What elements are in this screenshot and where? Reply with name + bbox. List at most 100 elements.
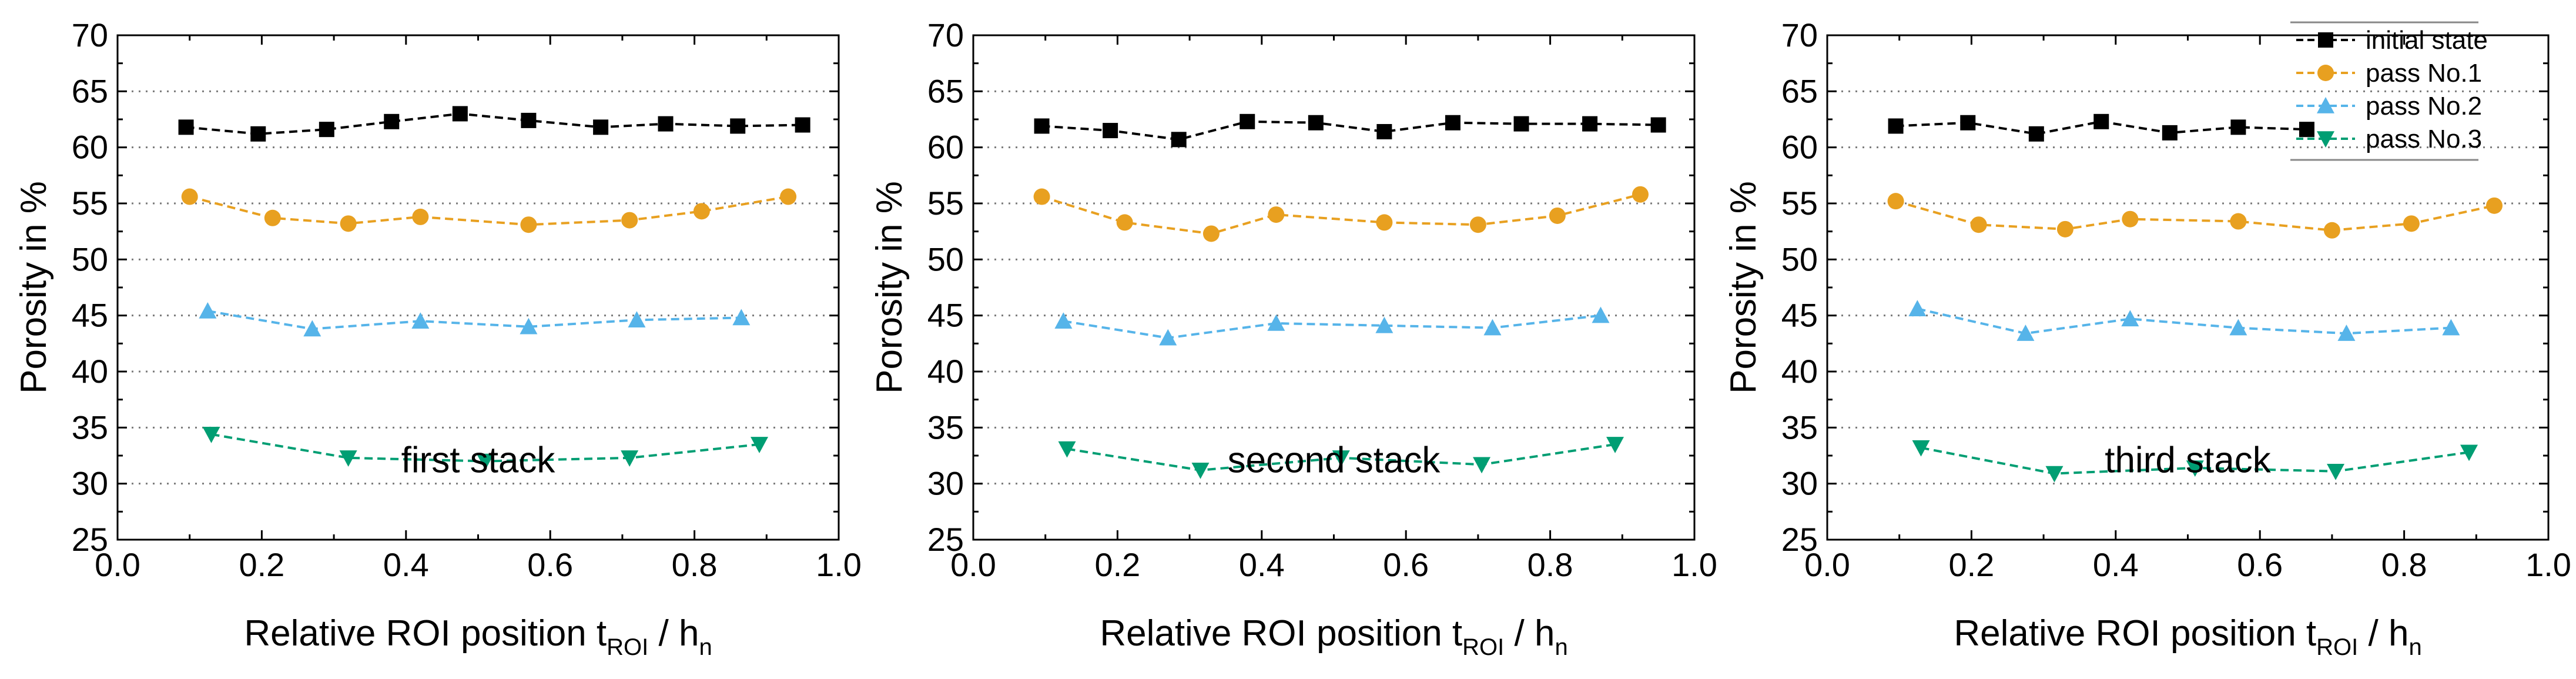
x-tick-label: 0.6 bbox=[1383, 546, 1429, 583]
x-tick-label: 1.0 bbox=[2525, 546, 2571, 583]
series-initial bbox=[178, 106, 810, 142]
data-point-pass1 bbox=[264, 209, 281, 226]
data-point-pass2 bbox=[411, 312, 430, 329]
x-axis-title-subscript: n bbox=[1555, 634, 1567, 660]
data-point-pass3 bbox=[202, 427, 220, 443]
y-tick-label: 45 bbox=[927, 297, 964, 334]
data-point-initial bbox=[2162, 125, 2178, 141]
legend-item-pass3: pass No.3 bbox=[2296, 125, 2482, 153]
y-tick-label: 40 bbox=[72, 353, 108, 390]
y-tick-label: 30 bbox=[72, 465, 108, 502]
data-point-pass3 bbox=[1332, 450, 1350, 467]
series-initial bbox=[1034, 113, 1666, 148]
y-tick-label: 70 bbox=[1781, 16, 1818, 53]
data-point-pass2 bbox=[2121, 310, 2139, 327]
x-axis-title-subscript: ROI bbox=[607, 634, 648, 660]
data-point-initial bbox=[250, 126, 266, 142]
series-line-pass1 bbox=[1895, 200, 2495, 232]
data-point-pass3 bbox=[1191, 463, 1210, 479]
data-point-pass1 bbox=[2485, 197, 2503, 214]
data-point-pass2 bbox=[2229, 319, 2247, 336]
data-point-pass3 bbox=[2327, 463, 2345, 480]
data-point-pass3 bbox=[1473, 457, 1491, 474]
legend-marker bbox=[2318, 32, 2333, 48]
series-pass1 bbox=[181, 188, 797, 233]
data-point-initial bbox=[1650, 117, 1666, 133]
data-point-initial bbox=[319, 122, 334, 138]
legend-marker bbox=[2317, 131, 2334, 148]
y-tick-label: 35 bbox=[1781, 409, 1818, 446]
legend-item-pass2: pass No.2 bbox=[2296, 92, 2482, 121]
x-tick-label: 0.8 bbox=[1527, 546, 1573, 583]
series-pass2 bbox=[1908, 300, 2460, 341]
y-tick-label: 65 bbox=[1781, 72, 1818, 109]
data-point-pass1 bbox=[2122, 210, 2139, 228]
data-point-pass2 bbox=[1054, 312, 1073, 329]
data-point-pass1 bbox=[2056, 220, 2073, 238]
data-point-pass1 bbox=[412, 208, 429, 225]
y-tick-label: 45 bbox=[1781, 297, 1818, 334]
series-line-pass2 bbox=[1063, 314, 1601, 339]
data-point-pass3 bbox=[1912, 440, 1930, 457]
series-pass3 bbox=[1912, 440, 2478, 483]
panel-3: 25 30 35 40 45 50 55 60 65 70 0.0 0.2 0.4 0.6 0.8 1.0 Po… bbox=[1723, 16, 2571, 660]
legend-label: initial state bbox=[2366, 26, 2488, 55]
data-point-pass3 bbox=[2460, 444, 2478, 461]
data-point-initial bbox=[384, 113, 400, 129]
data-point-pass2 bbox=[1375, 316, 1393, 333]
x-tick-label: 0.6 bbox=[527, 546, 573, 583]
x-tick-label: 0.4 bbox=[2093, 546, 2139, 583]
x-axis-title-subscript: n bbox=[2408, 634, 2421, 660]
data-point-initial bbox=[2299, 122, 2314, 138]
series-pass1 bbox=[1887, 193, 2503, 239]
data-point-pass2 bbox=[520, 317, 538, 335]
data-point-initial bbox=[658, 116, 674, 132]
data-point-initial bbox=[1308, 115, 1324, 131]
y-tick-label: 70 bbox=[927, 16, 964, 53]
x-tick-label: 0.4 bbox=[383, 546, 429, 583]
data-point-pass1 bbox=[1033, 188, 1050, 205]
y-tick-label: 30 bbox=[927, 465, 964, 502]
x-axis-title-subscript: n bbox=[699, 634, 712, 660]
panel-annotation: second stack bbox=[1228, 440, 1441, 481]
data-point-pass2 bbox=[1159, 329, 1177, 346]
y-axis-title: Porosity in % bbox=[869, 181, 910, 394]
legend-label: pass No.2 bbox=[2366, 92, 2482, 121]
data-point-initial bbox=[1888, 118, 1904, 134]
data-point-pass1 bbox=[1549, 207, 1566, 224]
data-point-initial bbox=[1582, 116, 1598, 132]
data-point-pass1 bbox=[2230, 213, 2247, 230]
x-tick-label: 0.8 bbox=[672, 546, 718, 583]
data-point-initial bbox=[1445, 115, 1460, 131]
data-point-pass1 bbox=[621, 212, 638, 229]
data-point-pass1 bbox=[520, 216, 537, 233]
data-point-initial bbox=[2230, 119, 2246, 135]
x-tick-label: 0.2 bbox=[239, 546, 284, 583]
x-axis-title-part: / h bbox=[648, 613, 699, 654]
series-initial bbox=[1888, 113, 2314, 142]
y-tick-label: 55 bbox=[1781, 185, 1818, 222]
data-point-pass2 bbox=[1267, 315, 1285, 331]
series-line-pass2 bbox=[207, 310, 742, 330]
data-point-pass3 bbox=[1058, 441, 1076, 458]
y-axis-title: Porosity in % bbox=[1723, 181, 1764, 394]
x-tick-label: 0.0 bbox=[95, 546, 140, 583]
panel-annotation: third stack bbox=[2105, 440, 2272, 481]
legend-item-initial: initial state bbox=[2296, 26, 2488, 55]
y-tick-label: 65 bbox=[927, 72, 964, 109]
x-axis-title: Relative ROI position tROI / hn bbox=[244, 613, 712, 660]
data-point-initial bbox=[593, 119, 609, 135]
x-axis-title: Relative ROI position tROI / hn bbox=[1100, 613, 1567, 660]
data-point-pass3 bbox=[339, 450, 357, 467]
x-tick-label: 1.0 bbox=[816, 546, 862, 583]
series-line-pass2 bbox=[1917, 307, 2451, 335]
series-line-initial bbox=[186, 112, 803, 135]
y-tick-label: 50 bbox=[72, 240, 108, 277]
y-tick-label: 35 bbox=[927, 409, 964, 446]
x-tick-label: 0.6 bbox=[2237, 546, 2283, 583]
series-line-initial bbox=[1041, 120, 1659, 141]
data-point-pass1 bbox=[340, 215, 357, 232]
x-tick-label: 1.0 bbox=[1671, 546, 1717, 583]
series-line-pass1 bbox=[189, 195, 789, 226]
data-point-pass1 bbox=[1469, 216, 1486, 233]
